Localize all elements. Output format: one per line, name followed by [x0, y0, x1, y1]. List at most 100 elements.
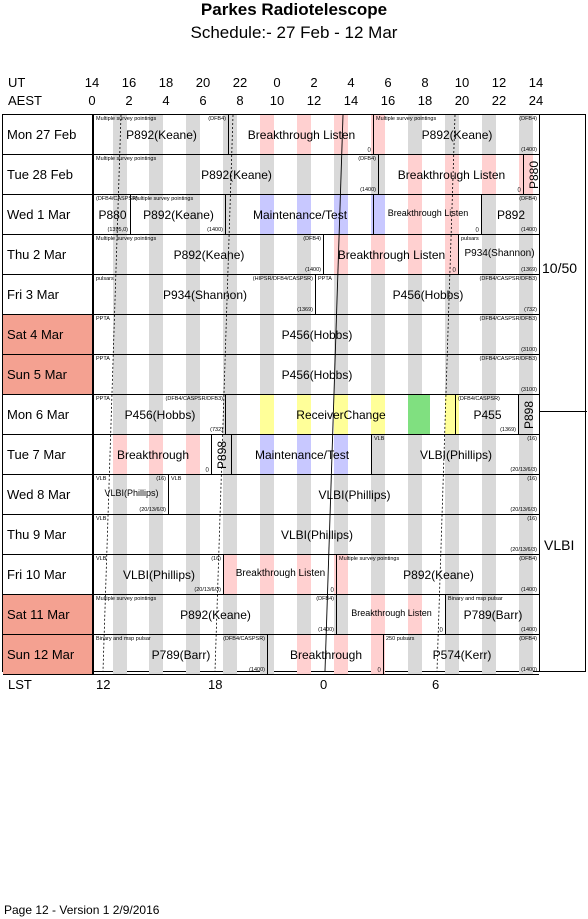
hour-stripe [445, 115, 459, 154]
hour-stripe [297, 275, 311, 314]
receiver-green-block [408, 395, 430, 434]
hour-stripe [186, 155, 200, 194]
hour-stripe [113, 355, 127, 394]
hour-stripe [260, 195, 274, 234]
hour-stripe [113, 555, 127, 594]
schedule-slot[interactable]: VLB (16) (20/13/6/3) VLBI(Phillips) [93, 555, 223, 594]
schedule-slot[interactable]: VLB (16) (20/13/6/3) VLBI(Phillips) [168, 475, 539, 514]
hour-stripe [445, 235, 459, 274]
schedule-slot[interactable]: Multiple survey pointings (1400) P892(Kean… [130, 195, 225, 234]
schedule-slot[interactable]: () Breakthrough Listen [323, 235, 458, 274]
hour-stripe [149, 355, 163, 394]
day-label: Sun 12 Mar [3, 635, 93, 674]
lst-tick: 6 [432, 677, 440, 692]
slot-backend-note: Multiple survey pointings [96, 596, 157, 602]
hour-stripe [297, 555, 311, 594]
schedule-slot[interactable]: PPTA (DFB4/CASPSR/DFB3) (3100) P456(Hobbs) [93, 315, 539, 354]
aest-tick: 20 [454, 93, 470, 108]
schedule-slot[interactable]: Binary and msp pulsar (1400) P789(Barr) [445, 595, 539, 634]
slot-receiver-note: (16) [156, 476, 166, 482]
hour-stripe [334, 195, 348, 234]
schedule-slot[interactable]: pulsars (1369) P934(Shannon) [458, 235, 539, 274]
schedule-slot[interactable]: () Breakthrough [93, 435, 211, 474]
hour-stripe [186, 515, 200, 554]
schedule-slot[interactable]: VLB (16) (20/13/6/3) VLBI(Phillips) [371, 435, 539, 474]
slot-backend-note: pulsars [96, 276, 114, 282]
hour-stripe [223, 115, 237, 154]
schedule-slot[interactable]: Maintenance/Test [225, 195, 373, 234]
hour-stripe [482, 595, 496, 634]
hour-stripe [149, 195, 163, 234]
schedule-slot[interactable]: Binary and msp pulsar (DFB4/CASPSR) (1400)… [93, 635, 267, 674]
schedule-slot[interactable]: Multiple survey pointings (DFB4) (1400) P89… [336, 555, 539, 594]
hour-stripe [334, 395, 348, 434]
schedule-slot[interactable]: () Breakthrough Listen [378, 155, 523, 194]
schedule-slot[interactable]: () Breakthrough Listen [373, 195, 481, 234]
hour-stripe [408, 315, 422, 354]
schedule-slot[interactable]: () Breakthrough Listen [228, 115, 373, 154]
hour-stripe [186, 635, 200, 674]
slot-project-name: P880 [98, 208, 127, 222]
schedule-slot[interactable]: (DFB4/CASPSR) (1395,0) P880 [93, 195, 138, 234]
slot-receiver-note: (DFB4) [316, 596, 334, 602]
ut-label: UT [8, 75, 26, 90]
slot-band-note: () [367, 147, 371, 153]
aest-tick: 18 [417, 93, 433, 108]
slot-receiver-note: (DFB4) [519, 116, 537, 122]
schedule-slot[interactable]: P898 [518, 395, 539, 434]
ut-tick: 4 [347, 75, 355, 90]
schedule-slot[interactable]: P880 [523, 155, 541, 194]
slot-receiver-note: (DFB4/CASPSR) [223, 636, 265, 642]
schedule-slot[interactable]: PPTA (DFB4/CASPSR/DFB3) (732) P456(Hobbs) [93, 395, 225, 434]
hour-stripe [445, 635, 459, 674]
schedule-slot[interactable]: pulsars (HIPSR/DFB4/CASPSR) (1369) P934(Sha… [93, 275, 315, 314]
ut-tick: 6 [384, 75, 392, 90]
slot-project-name: P892(Keane) [180, 608, 251, 622]
slot-project-name: VLBI(Phillips) [280, 528, 354, 542]
schedule-slot[interactable]: Multiple survey pointings (DFB4) (1400) P89… [373, 115, 539, 154]
slot-project-name: Breakthrough Listen [351, 608, 432, 618]
schedule-slot[interactable]: VLB (16) (20/13/6/3) VLBI(Phillips) [93, 475, 168, 514]
hour-stripe [482, 275, 496, 314]
slot-project-name: P456(Hobbs) [281, 328, 353, 342]
hour-stripe [445, 355, 459, 394]
schedule-slot[interactable]: () Breakthrough Listen [336, 595, 445, 634]
hour-stripe [371, 275, 385, 314]
slot-project-name: P892(Keane) [421, 128, 493, 142]
schedule-slot[interactable]: (DFB4) (1400) P892 [481, 195, 539, 234]
hour-stripe [371, 435, 385, 474]
slot-band-note: (1369) [521, 267, 537, 273]
slot-band-note: () [517, 187, 521, 193]
schedule-slot[interactable]: Multiple survey pointings (DFB4) (1400) P89… [93, 235, 323, 274]
slot-backend-note: VLB [96, 476, 107, 482]
slot-backend-note: Binary and msp pulsar [96, 636, 151, 642]
schedule-slot[interactable]: Multiple survey pointings (DFB4) P892(Kean… [93, 115, 228, 154]
schedule-slot[interactable]: () Breakthrough [267, 635, 383, 674]
schedule-slot[interactable]: Maintenance/Test [231, 435, 371, 474]
slot-band-note: (1400) [521, 627, 537, 633]
slot-project-name: P892 [496, 208, 526, 222]
slot-band-note: () [330, 587, 334, 593]
hour-stripe [445, 195, 459, 234]
day-row: Wed 8 Mar VLB (16) (20/13/6/3) VLBI(Phillips… [3, 475, 539, 515]
schedule-slot[interactable]: PPTA (DFB4/CASPSR/DFB3) (732) P456(Hobbs) [315, 275, 539, 314]
schedule-slot[interactable]: Multiple survey pointings (DFB4) (1400) P89… [93, 155, 378, 194]
schedule-slot[interactable]: P898 [211, 435, 231, 474]
slot-backend-note: Binary and msp pulsar [448, 596, 503, 602]
day-row: Fri 10 Mar VLB (16) (20/13/6/3) VLBI(Phillip… [3, 555, 539, 595]
hour-stripe [445, 515, 459, 554]
schedule-slot[interactable]: ReceiverChange [225, 395, 455, 434]
schedule-slot[interactable]: 250 pulsars (DFB4) (1400) P574(Kerr) [383, 635, 539, 674]
hour-stripe [482, 235, 496, 274]
hour-stripe [149, 555, 163, 594]
hour-stripe [408, 155, 422, 194]
slot-backend-note: (DFB4/CASPSR) [96, 196, 138, 202]
schedule-slot[interactable]: VLB (16) (20/13/6/3) VLBI(Phillips) [93, 515, 539, 554]
slot-backend-note: Multiple survey pointings [96, 156, 157, 162]
hour-stripe [186, 275, 200, 314]
schedule-slot[interactable]: () Breakthrough Listen [223, 555, 336, 594]
hour-stripe [149, 235, 163, 274]
day-label: Sat 4 Mar [3, 315, 93, 354]
ut-tick: 14 [84, 75, 100, 90]
schedule-slot[interactable]: (DFB4/CASPSR) (1369) P455 [455, 395, 518, 434]
